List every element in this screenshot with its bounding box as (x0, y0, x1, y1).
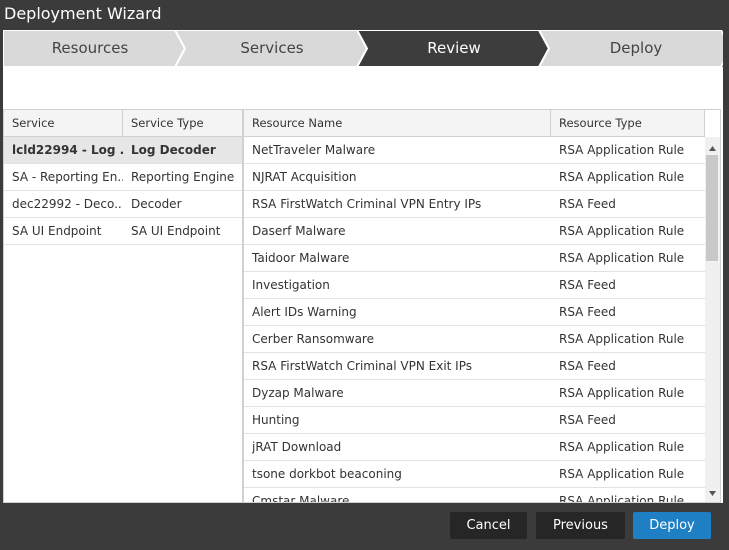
table-cell: Cmstar Malware (252, 494, 350, 503)
table-row[interactable] (244, 326, 705, 353)
table-row[interactable] (244, 218, 705, 245)
table-row[interactable] (244, 380, 705, 407)
table-row[interactable] (244, 164, 705, 191)
table-cell: RSA FirstWatch Criminal VPN Entry IPs (252, 197, 482, 211)
step-shape (355, 30, 551, 67)
table-cell: RSA Feed (559, 359, 616, 373)
table-cell: RSA Application Rule (559, 143, 685, 157)
table-cell: Dyzap Malware (252, 386, 344, 400)
window-title: Deployment Wizard (4, 4, 162, 23)
table-row[interactable] (4, 164, 242, 191)
table-cell: RSA Application Rule (559, 332, 685, 346)
table-cell: RSA Application Rule (559, 251, 685, 265)
step-label: Resources (52, 39, 129, 57)
table-cell: SA UI Endpoint (131, 224, 221, 238)
wizard-steps: Resources Services Review Deploy (3, 30, 723, 67)
table-cell: jRAT Download (252, 440, 342, 454)
services-table: Service Service Type lcld22994 - Log ... Lo… (3, 109, 243, 503)
table-cell: RSA Application Rule (559, 224, 685, 238)
scrollbar-graphic (706, 146, 718, 496)
table-cell: RSA Application Rule (559, 467, 685, 481)
button[interactable]: Deploy (633, 512, 711, 539)
resources-table: Resource Name Resource Type NetTraveler Ma… (243, 109, 721, 503)
table-cell: RSA Feed (559, 278, 616, 292)
table-cell: Investigation (252, 278, 330, 292)
table-cell: RSA FirstWatch Criminal VPN Exit IPs (252, 359, 472, 373)
table-row[interactable] (244, 137, 705, 164)
scrollbar[interactable] (705, 137, 720, 502)
table-cell: NJRAT Acquisition (252, 170, 357, 184)
table-cell: RSA Feed (559, 413, 616, 427)
table-cell: RSA Application Rule (559, 440, 685, 454)
table-row[interactable] (244, 272, 705, 299)
table-cell: Taidoor Malware (252, 251, 350, 265)
table-cell: RSA Application Rule (559, 386, 685, 400)
column-header: Service (4, 110, 123, 137)
step-shape (537, 30, 723, 67)
table-cell: RSA Feed (559, 305, 616, 319)
table-cell: Hunting (252, 413, 300, 427)
table-cell: RSA Application Rule (559, 170, 685, 184)
table-cell: lcld22994 - Log ... (12, 143, 123, 157)
table-row[interactable] (244, 299, 705, 326)
table-cell: Reporting Engine (131, 170, 235, 184)
column-header: Resource Name (244, 110, 551, 137)
button[interactable]: Cancel (450, 512, 527, 539)
table-cell: Cerber Ransomware (252, 332, 374, 346)
table-row[interactable] (244, 245, 705, 272)
table-row[interactable] (244, 461, 705, 488)
column-header: Resource Type (551, 110, 705, 137)
step-label: Review (427, 39, 481, 57)
table-row[interactable] (4, 137, 242, 164)
table-cell: NetTraveler Malware (252, 143, 376, 157)
table-row[interactable] (4, 218, 242, 245)
table-cell: Log Decoder (131, 143, 216, 157)
table-row[interactable] (4, 191, 242, 218)
table-row[interactable] (244, 353, 705, 380)
table-cell: RSA Application Rule (559, 494, 685, 503)
step-shape (173, 30, 369, 67)
table-cell: SA - Reporting En... (12, 170, 123, 184)
table-cell: SA UI Endpoint (12, 224, 102, 238)
table-cell: Alert IDs Warning (252, 305, 357, 319)
table-row[interactable] (244, 434, 705, 461)
table-cell: dec22992 - Deco... (12, 197, 123, 211)
column-header: Service Type (123, 110, 242, 137)
step-label: Services (240, 39, 303, 57)
table-row[interactable] (244, 191, 705, 218)
table-cell: Daserf Malware (252, 224, 346, 238)
table-cell: tsone dorkbot beaconing (252, 467, 402, 481)
button[interactable]: Previous (536, 512, 625, 539)
table-cell: RSA Feed (559, 197, 616, 211)
table-cell: Decoder (131, 197, 182, 211)
table-row[interactable] (244, 407, 705, 434)
step-label: Deploy (610, 39, 663, 57)
